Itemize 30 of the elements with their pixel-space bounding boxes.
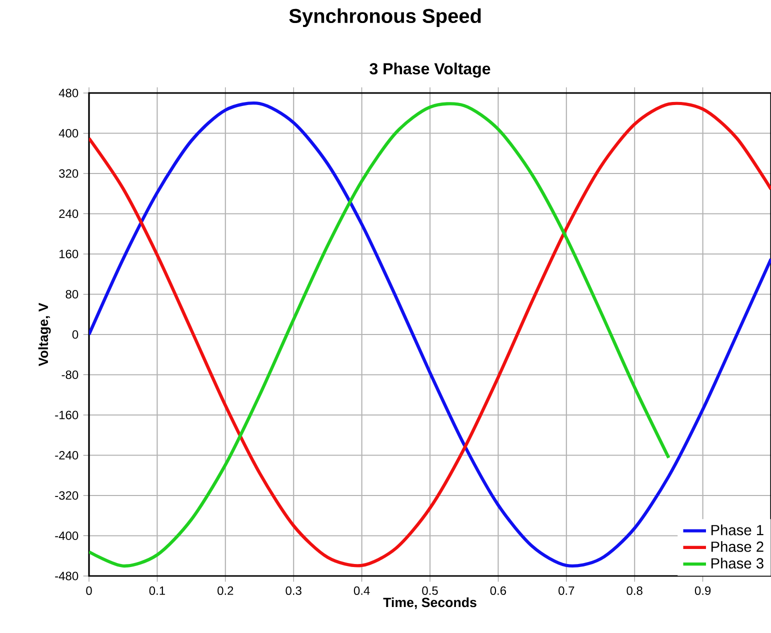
y-tick-label: 240 bbox=[59, 210, 78, 218]
y-tick-label: 400 bbox=[58, 129, 78, 138]
chart-title: Synchronous Speed bbox=[289, 8, 481, 28]
y-tick-label: 320 bbox=[59, 169, 78, 178]
chart-subtitle: 3 Phase Voltage bbox=[370, 62, 490, 78]
x-tick-label: 0.5 bbox=[422, 586, 438, 595]
x-tick-label: 0.4 bbox=[354, 586, 370, 595]
legend-label: Phase 2 bbox=[711, 541, 764, 552]
x-tick-label: 0.6 bbox=[490, 586, 506, 595]
y-axis-title: Voltage, V bbox=[38, 302, 51, 366]
x-tick-label: 0.1 bbox=[149, 586, 165, 595]
y-tick-label: -160 bbox=[55, 410, 78, 420]
legend-label: Phase 3 bbox=[711, 558, 764, 569]
x-tick-label: 0.8 bbox=[626, 586, 642, 595]
y-tick-label: -80 bbox=[62, 370, 78, 380]
y-tick-label: -400 bbox=[55, 531, 78, 540]
y-tick-label: -320 bbox=[55, 491, 78, 500]
y-tick-label: 0 bbox=[72, 330, 78, 339]
y-tick-label: 80 bbox=[66, 290, 78, 299]
legend-label: Phase 1 bbox=[711, 524, 764, 536]
x-tick-label: 0 bbox=[86, 586, 92, 595]
y-tick-label: -480 bbox=[55, 572, 78, 580]
y-tick-label: -240 bbox=[55, 451, 78, 460]
x-tick-label: 0.9 bbox=[694, 586, 711, 595]
y-tick-label: 480 bbox=[58, 88, 78, 98]
y-tick-label: 160 bbox=[60, 250, 78, 258]
x-axis-title: Time, Seconds bbox=[383, 597, 476, 610]
x-tick-label: 0.7 bbox=[558, 586, 574, 595]
x-tick-label: 0.2 bbox=[218, 586, 234, 595]
x-tick-label: 0.3 bbox=[286, 586, 302, 595]
